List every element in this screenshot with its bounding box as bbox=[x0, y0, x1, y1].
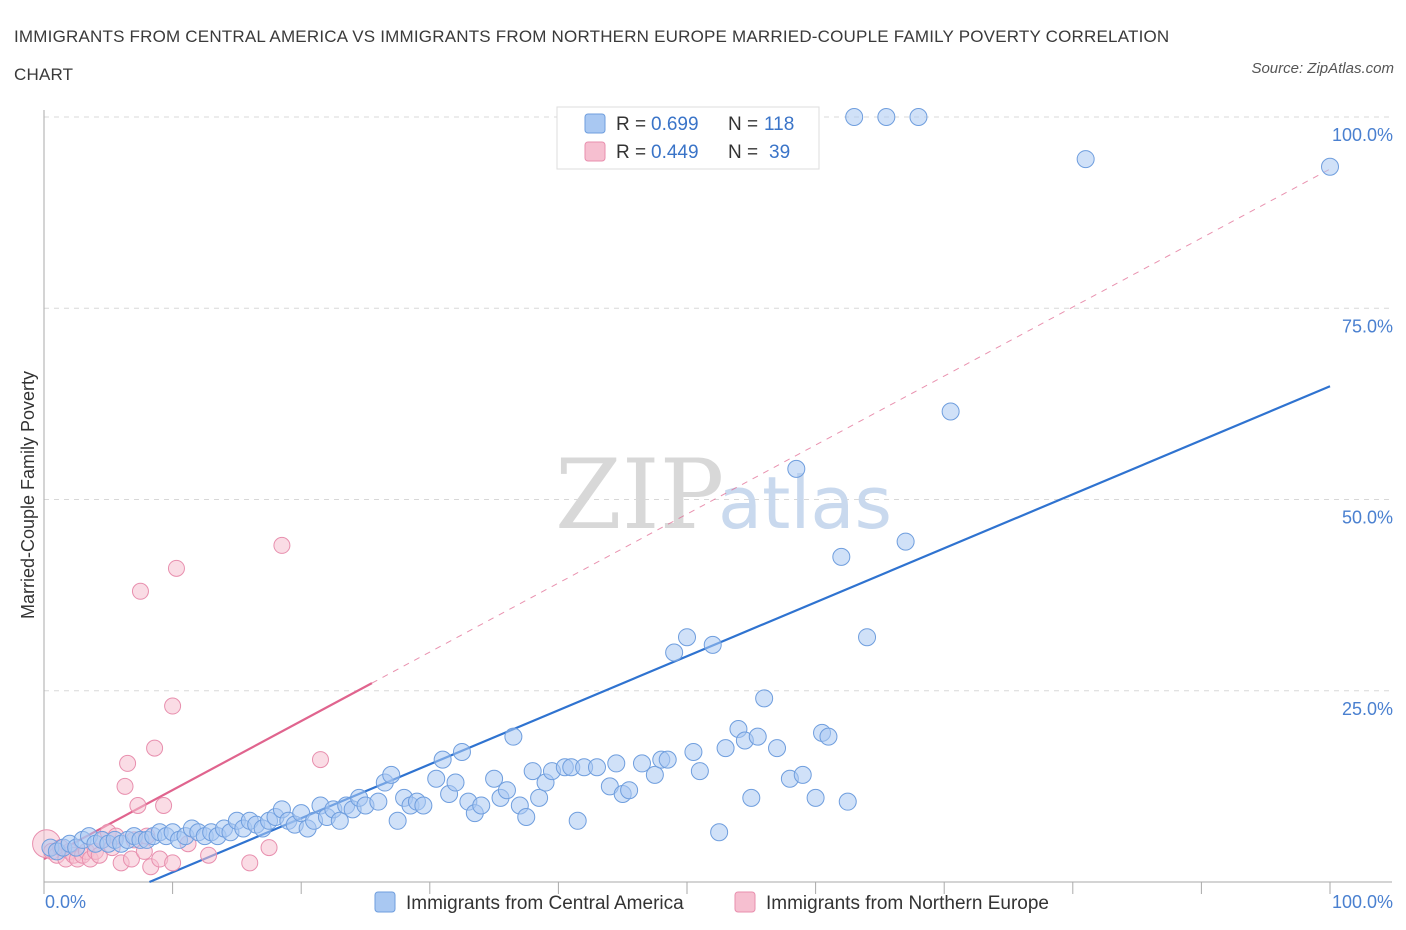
x-tick-label-0: 0.0% bbox=[45, 892, 86, 912]
series-legend: Immigrants from Central America Immigran… bbox=[374, 891, 1049, 914]
point-northern-europe bbox=[119, 754, 137, 772]
point-northern-europe bbox=[164, 697, 182, 715]
point-central-america bbox=[497, 781, 516, 800]
x-tick-label-1: 100.0% bbox=[1332, 892, 1393, 912]
x-tick-labels: 0.0% 100.0% bbox=[45, 892, 1393, 912]
point-central-america bbox=[909, 108, 928, 126]
source-label: Source: ZipAtlas.com bbox=[1251, 60, 1394, 77]
y-tick-label-1: 50.0% bbox=[1342, 508, 1393, 528]
point-northern-europe bbox=[116, 777, 134, 795]
point-central-america bbox=[896, 532, 915, 551]
series-central-america-points bbox=[41, 108, 1339, 861]
point-central-america bbox=[845, 108, 864, 126]
point-northern-europe bbox=[155, 797, 173, 814]
axes bbox=[43, 110, 1392, 894]
grid bbox=[44, 116, 1392, 692]
watermark-atlas: atlas bbox=[718, 461, 892, 545]
point-central-america bbox=[748, 727, 767, 746]
point-central-america bbox=[716, 739, 735, 758]
point-central-america bbox=[472, 796, 491, 815]
legend-n-value-2: 39 bbox=[769, 142, 790, 163]
point-central-america bbox=[787, 459, 806, 478]
legend-r-value-2: 0.449 bbox=[651, 142, 699, 163]
point-central-america bbox=[632, 754, 651, 773]
legend-r-value-1: 0.699 bbox=[651, 114, 699, 135]
point-central-america bbox=[690, 762, 709, 781]
point-central-america bbox=[703, 635, 722, 654]
point-central-america bbox=[330, 811, 349, 830]
point-central-america bbox=[587, 758, 606, 777]
series-legend-swatch-pink bbox=[734, 891, 756, 913]
point-central-america bbox=[665, 643, 684, 662]
point-northern-europe bbox=[131, 582, 149, 600]
point-central-america bbox=[414, 796, 433, 815]
point-central-america bbox=[858, 628, 877, 647]
point-central-america bbox=[768, 739, 787, 758]
y-tick-label-0: 25.0% bbox=[1342, 699, 1393, 719]
point-central-america bbox=[523, 762, 542, 781]
series-legend-label-1: Immigrants from Central America bbox=[406, 893, 684, 914]
point-central-america bbox=[568, 811, 587, 830]
trend-line-northern-europe-extension bbox=[371, 168, 1331, 684]
point-central-america bbox=[433, 750, 452, 769]
point-central-america bbox=[941, 402, 960, 421]
point-northern-europe bbox=[146, 739, 164, 757]
point-central-america bbox=[427, 769, 446, 788]
point-central-america bbox=[710, 823, 729, 842]
point-central-america bbox=[806, 788, 825, 807]
y-tick-label-2: 75.0% bbox=[1342, 316, 1393, 336]
legend-n-label-2: N = bbox=[728, 142, 758, 163]
point-central-america bbox=[742, 788, 761, 807]
point-central-america bbox=[684, 742, 703, 761]
point-central-america bbox=[382, 765, 401, 784]
point-central-america bbox=[530, 788, 549, 807]
watermark-zip: ZIP bbox=[555, 439, 724, 551]
point-central-america bbox=[446, 773, 465, 792]
point-central-america bbox=[1076, 150, 1095, 169]
point-central-america bbox=[755, 689, 774, 708]
point-central-america bbox=[452, 742, 471, 761]
series-legend-swatch-blue bbox=[374, 891, 396, 913]
y-axis-label: Married-Couple Family Poverty bbox=[18, 371, 38, 619]
y-tick-label-3: 100.0% bbox=[1332, 125, 1393, 145]
point-central-america bbox=[388, 811, 407, 830]
watermark: ZIP atlas bbox=[555, 439, 892, 551]
trend-line-northern-europe bbox=[43, 682, 373, 861]
point-central-america bbox=[607, 754, 626, 773]
point-northern-europe bbox=[164, 854, 182, 872]
point-central-america bbox=[793, 765, 812, 784]
point-central-america bbox=[819, 727, 838, 746]
point-northern-europe bbox=[260, 839, 278, 857]
point-northern-europe bbox=[129, 797, 147, 814]
point-central-america bbox=[517, 807, 536, 826]
y-tick-labels: 25.0% 50.0% 75.0% 100.0% bbox=[1332, 125, 1393, 719]
chart-title: IMMIGRANTS FROM CENTRAL AMERICA VS IMMIG… bbox=[14, 27, 1170, 84]
point-central-america bbox=[1321, 157, 1339, 176]
point-central-america bbox=[678, 628, 696, 647]
point-northern-europe bbox=[273, 536, 291, 554]
point-northern-europe bbox=[167, 559, 185, 577]
legend-r-label-2: R = bbox=[616, 142, 646, 163]
legend-n-value-1: 118 bbox=[764, 114, 794, 135]
point-northern-europe bbox=[200, 846, 218, 864]
point-central-america bbox=[877, 108, 896, 126]
point-central-america bbox=[485, 769, 504, 788]
point-northern-europe bbox=[311, 751, 329, 769]
point-central-america bbox=[620, 781, 639, 800]
legend-r-label-1: R = bbox=[616, 114, 646, 135]
point-central-america bbox=[504, 727, 523, 746]
point-central-america bbox=[838, 792, 857, 811]
legend-n-label-1: N = bbox=[728, 114, 758, 135]
point-central-america bbox=[645, 765, 664, 784]
series-legend-label-2: Immigrants from Northern Europe bbox=[766, 893, 1049, 914]
point-central-america bbox=[658, 750, 677, 769]
point-northern-europe bbox=[241, 854, 259, 872]
legend-swatch-blue bbox=[584, 113, 606, 134]
point-central-america bbox=[369, 792, 388, 811]
legend-swatch-pink bbox=[584, 141, 606, 162]
point-central-america bbox=[832, 547, 851, 566]
point-northern-europe bbox=[122, 850, 140, 868]
stats-legend: R = 0.699 N = 118 R = 0.449 N = 39 bbox=[556, 106, 820, 170]
